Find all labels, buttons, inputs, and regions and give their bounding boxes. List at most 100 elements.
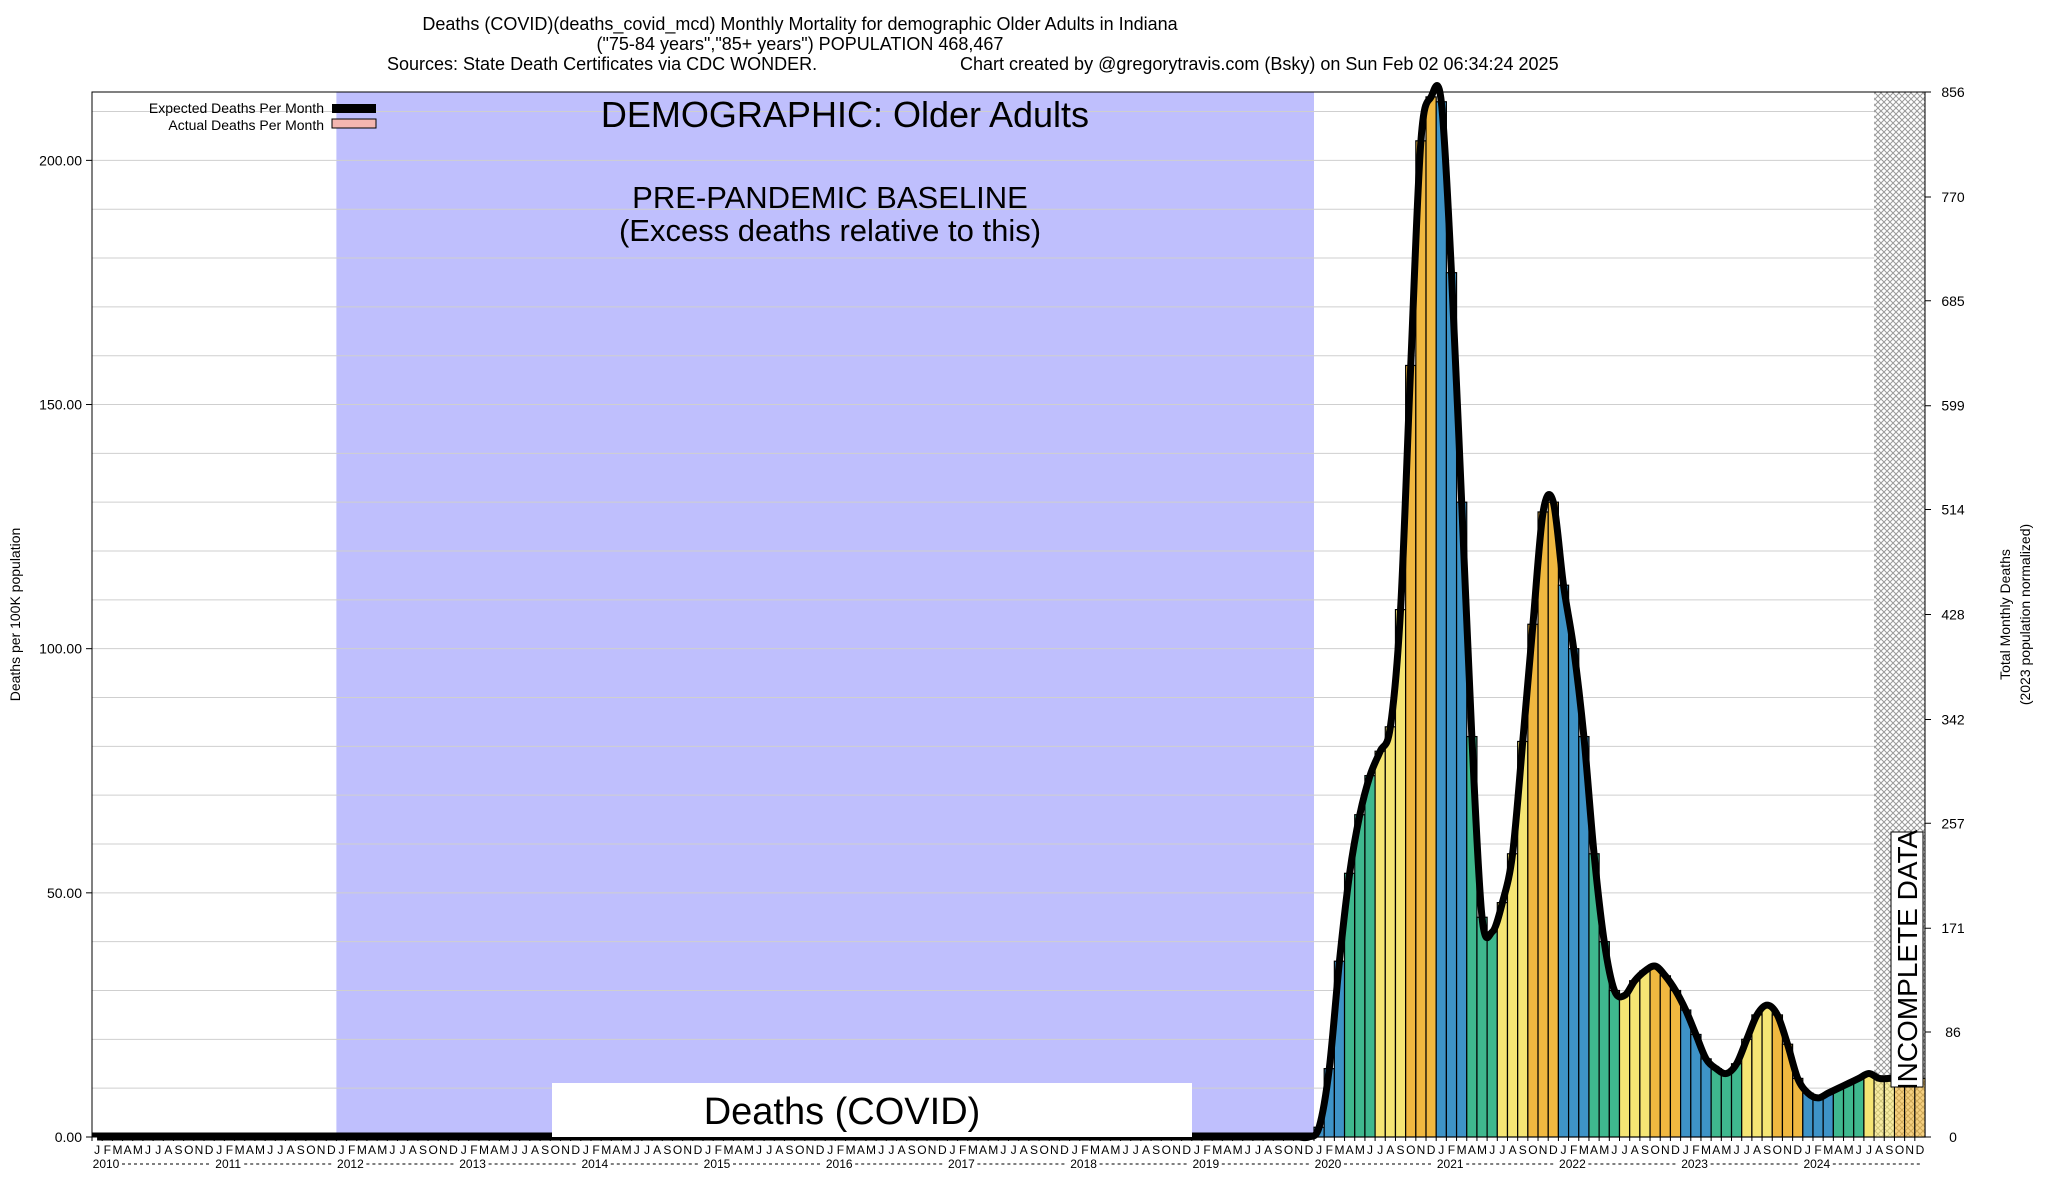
data-bar xyxy=(1486,931,1498,1138)
legend-actual-swatch xyxy=(331,118,377,129)
baseline-label-line1: PRE-PANDEMIC BASELINE xyxy=(632,180,1028,215)
month-label: M xyxy=(846,1143,856,1157)
data-bar xyxy=(1649,965,1661,1138)
month-label: A xyxy=(1590,1143,1598,1157)
left-tick-label: 100.00 xyxy=(39,641,82,657)
month-label: A xyxy=(246,1143,254,1157)
month-label: A xyxy=(1223,1143,1231,1157)
chart-title-line1: Deaths (COVID)(deaths_covid_mcd) Monthly… xyxy=(422,14,1178,34)
month-label: F xyxy=(1692,1143,1699,1157)
month-label: D xyxy=(1305,1143,1314,1157)
data-bar xyxy=(1812,1097,1824,1138)
right-tick-label: 0 xyxy=(1949,1129,1957,1145)
year-label: 2010 xyxy=(93,1157,120,1171)
month-label: J xyxy=(512,1143,518,1157)
month-label: O xyxy=(1406,1143,1415,1157)
month-label: D xyxy=(1182,1143,1191,1157)
month-label: D xyxy=(205,1143,214,1157)
month-label: N xyxy=(806,1143,815,1157)
month-label: F xyxy=(1814,1143,1821,1157)
month-label: J xyxy=(1734,1143,1740,1157)
data-bar xyxy=(1547,501,1560,1138)
year-label: 2015 xyxy=(704,1157,731,1171)
y-axis-title-right-line1: Total Monthly Deaths xyxy=(1997,549,2013,680)
data-bar xyxy=(1354,814,1366,1138)
month-label: M xyxy=(1721,1143,1731,1157)
data-bar xyxy=(1557,584,1570,1138)
chart-title-line2: ("75-84 years","85+ years") POPULATION 4… xyxy=(596,34,1004,54)
month-label: A xyxy=(1834,1143,1842,1157)
month-label: J xyxy=(145,1143,151,1157)
right-tick-label: 171 xyxy=(1941,920,1965,936)
month-label: A xyxy=(124,1143,132,1157)
data-bar xyxy=(1567,648,1580,1138)
month-label: M xyxy=(1212,1143,1222,1157)
month-label: A xyxy=(1264,1143,1272,1157)
month-label: A xyxy=(1712,1143,1720,1157)
month-label: A xyxy=(857,1143,865,1157)
data-bar xyxy=(1669,989,1682,1138)
data-bar xyxy=(1659,975,1672,1138)
month-label: N xyxy=(1783,1143,1792,1157)
month-label: O xyxy=(184,1143,193,1157)
month-label: J xyxy=(644,1143,650,1157)
month-label: J xyxy=(400,1143,406,1157)
right-tick-label: 257 xyxy=(1941,815,1965,831)
month-label: F xyxy=(104,1143,111,1157)
month-label: S xyxy=(663,1143,671,1157)
month-label: N xyxy=(1661,1143,1670,1157)
month-label: M xyxy=(255,1143,265,1157)
month-label: J xyxy=(277,1143,283,1157)
incomplete-label-box xyxy=(1890,831,1924,1088)
month-label: J xyxy=(888,1143,894,1157)
right-tick-label: 342 xyxy=(1941,711,1965,727)
month-label: A xyxy=(287,1143,295,1157)
data-bar xyxy=(1476,916,1488,1138)
month-label: M xyxy=(1844,1143,1854,1157)
data-bar xyxy=(1720,1072,1733,1138)
year-label: 2014 xyxy=(581,1157,608,1171)
month-label: F xyxy=(1203,1143,1210,1157)
month-label: D xyxy=(694,1143,703,1157)
month-label: S xyxy=(1397,1143,1405,1157)
month-label: O xyxy=(673,1143,682,1157)
month-label: F xyxy=(1081,1143,1088,1157)
month-label: J xyxy=(583,1143,589,1157)
data-bar xyxy=(1374,750,1386,1138)
month-label: N xyxy=(195,1143,204,1157)
month-label: J xyxy=(1560,1143,1566,1157)
month-label: J xyxy=(1744,1143,1750,1157)
year-label: 2012 xyxy=(337,1157,364,1171)
baseline-region xyxy=(336,92,1314,1137)
year-label: 2016 xyxy=(826,1157,853,1171)
month-label: N xyxy=(1417,1143,1426,1157)
data-bar xyxy=(1639,970,1651,1138)
incomplete-label: INCOMPLETE DATA xyxy=(1892,830,1923,1091)
month-label: O xyxy=(306,1143,315,1157)
month-label: A xyxy=(409,1143,417,1157)
year-label: 2023 xyxy=(1681,1157,1708,1171)
month-label: N xyxy=(561,1143,570,1157)
month-label: M xyxy=(1110,1143,1120,1157)
data-bar xyxy=(1629,980,1641,1138)
y-axis-title-right-line2: (2023 population normalized) xyxy=(2017,524,2033,705)
month-label: J xyxy=(1611,1143,1617,1157)
month-label: S xyxy=(1519,1143,1527,1157)
month-label: M xyxy=(1823,1143,1833,1157)
month-label: F xyxy=(959,1143,966,1157)
month-label: N xyxy=(439,1143,448,1157)
month-label: M xyxy=(601,1143,611,1157)
month-label: D xyxy=(1060,1143,1069,1157)
month-label: M xyxy=(377,1143,387,1157)
legend-expected-swatch xyxy=(332,104,376,113)
month-label: F xyxy=(1326,1143,1333,1157)
month-label: F xyxy=(348,1143,355,1157)
month-label: J xyxy=(389,1143,395,1157)
data-bar xyxy=(1506,853,1519,1138)
month-label: M xyxy=(357,1143,367,1157)
month-label: S xyxy=(1274,1143,1282,1157)
month-label: J xyxy=(267,1143,273,1157)
year-label: 2020 xyxy=(1315,1157,1342,1171)
left-tick-label: 150.00 xyxy=(39,397,82,413)
month-label: J xyxy=(1866,1143,1872,1157)
